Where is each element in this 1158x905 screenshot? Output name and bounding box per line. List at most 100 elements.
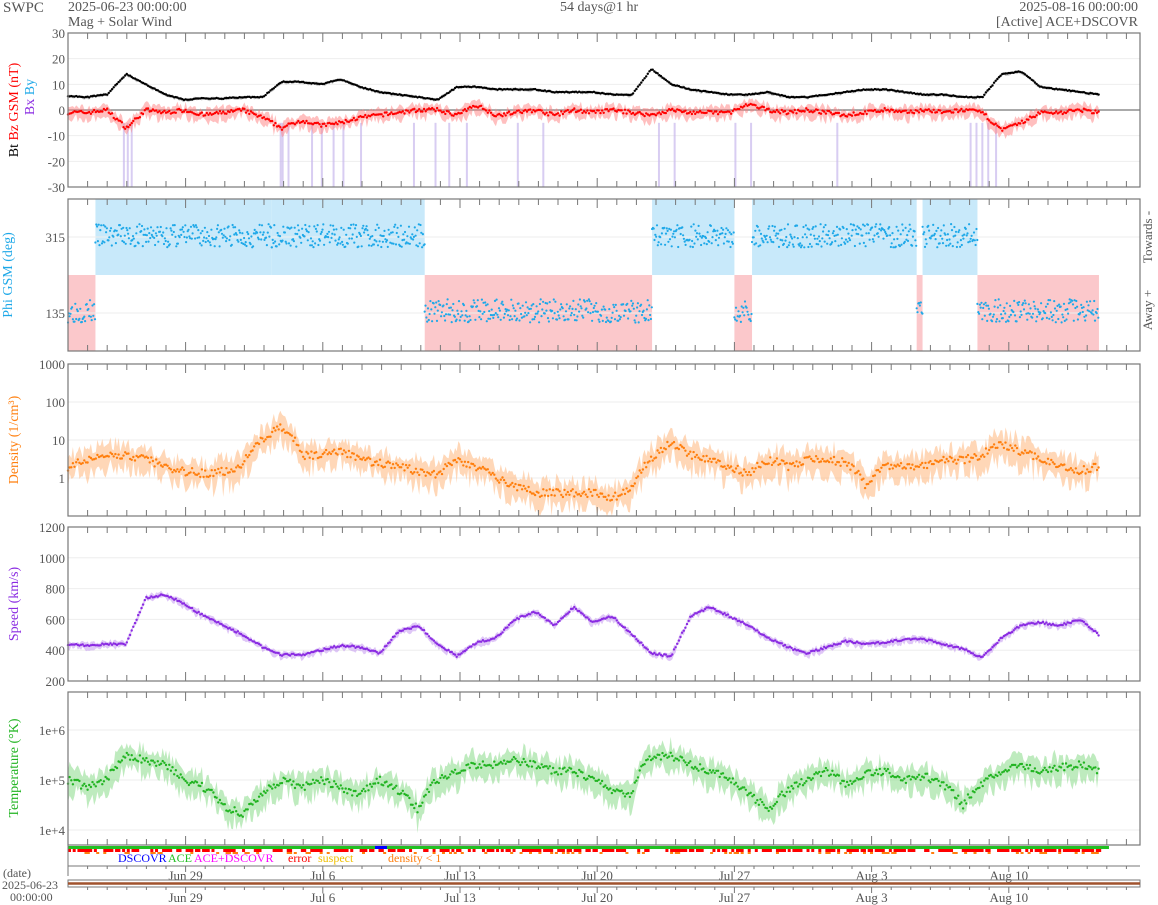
phi-point xyxy=(1071,299,1074,302)
bt-point xyxy=(867,88,870,91)
bt-point xyxy=(1023,73,1027,76)
speed-point xyxy=(558,619,561,623)
density-point xyxy=(408,464,411,467)
phi-point xyxy=(564,318,567,321)
temperature-point xyxy=(948,785,952,789)
density-point xyxy=(297,444,300,447)
density-point xyxy=(849,468,852,471)
bt-point xyxy=(627,93,630,97)
phi-point xyxy=(278,235,282,238)
phi-point xyxy=(122,226,125,229)
bz-point xyxy=(1020,119,1024,122)
density-point xyxy=(695,453,698,457)
density-point xyxy=(527,485,530,489)
temperature-point xyxy=(942,781,945,784)
bz-point xyxy=(939,109,942,112)
temperature-point xyxy=(107,778,111,781)
phi-point xyxy=(110,244,113,247)
phi-point xyxy=(483,310,486,314)
phi-point xyxy=(105,231,108,234)
density-point xyxy=(769,456,772,459)
temperature-point xyxy=(369,783,372,786)
speed-point xyxy=(127,637,130,640)
phi-point xyxy=(944,233,947,236)
bz-point xyxy=(922,110,926,113)
temperature-point xyxy=(574,772,578,775)
bx-spike xyxy=(332,122,335,187)
phi-point xyxy=(406,235,409,238)
bz-point xyxy=(449,112,452,115)
phi-point xyxy=(234,226,237,229)
phi-point xyxy=(287,242,291,245)
temperature-point xyxy=(545,765,548,768)
temperature-point xyxy=(447,776,450,779)
phi-point xyxy=(449,306,452,309)
phi-point xyxy=(647,319,650,322)
phi-point xyxy=(652,227,655,230)
density-point xyxy=(943,461,947,464)
speed-point xyxy=(734,618,738,621)
bt-point xyxy=(999,74,1002,78)
density-point xyxy=(264,438,267,441)
speed-point xyxy=(1094,630,1097,633)
phi-point xyxy=(250,235,253,238)
phi-point xyxy=(819,223,822,226)
density-point xyxy=(610,498,614,502)
speed-point xyxy=(140,606,143,610)
temperature-point xyxy=(823,769,826,773)
temperature-point xyxy=(210,788,213,792)
phi-point xyxy=(518,319,521,322)
temperature-point xyxy=(395,784,398,787)
bz-point xyxy=(561,112,565,116)
temperature-point xyxy=(600,779,604,783)
phi-point xyxy=(666,229,669,232)
density-point xyxy=(832,455,836,459)
bz-point xyxy=(754,104,757,107)
phi-point xyxy=(590,302,593,306)
bt-point xyxy=(988,87,991,91)
bz-point xyxy=(254,113,257,116)
density-point xyxy=(746,473,749,477)
phi-point xyxy=(940,229,943,232)
phi-point xyxy=(642,309,645,312)
phi-point xyxy=(292,240,295,243)
temperature-point xyxy=(346,792,349,795)
bz-point xyxy=(909,109,912,112)
bt-point xyxy=(666,80,669,83)
bz-point xyxy=(878,110,881,114)
phi-point xyxy=(445,303,448,306)
temperature-point xyxy=(955,797,958,800)
temperature-point xyxy=(813,773,816,776)
phi-point xyxy=(158,230,162,233)
density-point xyxy=(890,463,893,466)
density-point xyxy=(161,465,164,468)
temperature-point xyxy=(1061,762,1064,765)
phi-point xyxy=(121,239,124,243)
bz-point xyxy=(431,106,434,110)
density-point xyxy=(605,498,609,501)
phi-point xyxy=(351,233,354,236)
phi-point xyxy=(557,314,560,317)
bz-point xyxy=(571,108,574,112)
speed-point xyxy=(997,639,1001,642)
density-point xyxy=(899,462,903,465)
phi-point xyxy=(1072,319,1075,322)
phi-point xyxy=(412,238,415,241)
phi-point xyxy=(170,229,173,232)
speed-point xyxy=(965,648,968,651)
bz-point xyxy=(207,113,210,117)
phi-point xyxy=(191,232,194,235)
phi-point xyxy=(853,224,856,227)
temperature-point xyxy=(767,809,770,813)
density-point xyxy=(925,466,929,470)
bz-point xyxy=(416,109,419,113)
bt-point xyxy=(119,79,122,82)
density-point xyxy=(1081,470,1084,473)
density-point xyxy=(190,467,194,470)
bx-spike xyxy=(448,122,451,187)
phi-point xyxy=(756,225,759,228)
bz-point xyxy=(179,108,182,112)
temperature-point xyxy=(274,786,277,789)
temperature-point xyxy=(1089,766,1092,769)
density-point xyxy=(640,471,643,474)
